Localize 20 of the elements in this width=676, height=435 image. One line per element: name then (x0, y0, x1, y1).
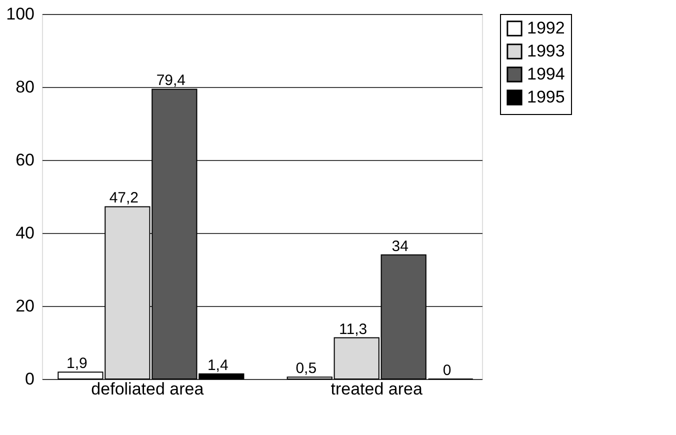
data-label: 79,4 (156, 72, 186, 90)
legend-label: 1993 (527, 42, 565, 60)
data-label: 47,2 (109, 190, 139, 207)
x-tick-label: defoliated area (91, 380, 204, 398)
x-tick-label: treated area (330, 380, 423, 398)
data-label: 1,4 (207, 356, 228, 374)
data-label: 1,9 (66, 355, 88, 372)
data-label: 0,5 (296, 360, 317, 378)
y-tick-label: 40 (16, 224, 34, 242)
data-label: 0 (442, 362, 452, 379)
data-label: 34 (392, 238, 408, 255)
legend-label: 1994 (527, 64, 565, 84)
y-tick-label: 60 (16, 150, 34, 170)
y-tick-label: 0 (25, 370, 34, 388)
legend-label: 1992 (527, 18, 565, 38)
y-tick-label: 100 (6, 4, 34, 24)
y-tick-label: 80 (16, 78, 34, 96)
y-tick-label: 20 (16, 296, 34, 316)
data-label: 11,3 (339, 320, 368, 338)
legend-label: 1995 (527, 88, 565, 106)
